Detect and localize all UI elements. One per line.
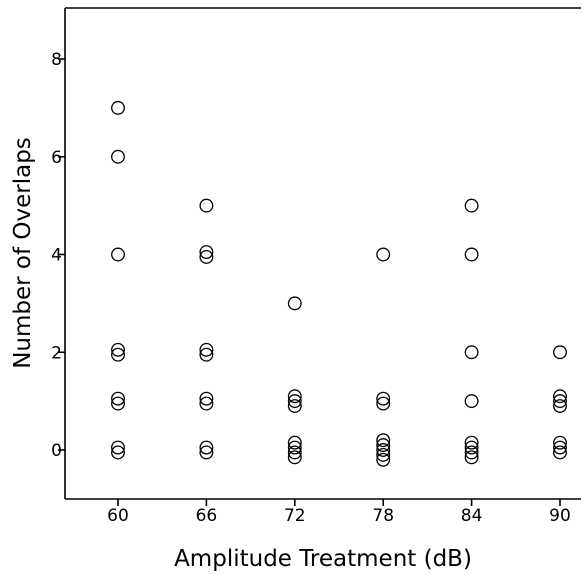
data-point (376, 433, 391, 448)
data-point (464, 445, 479, 460)
data-points (111, 100, 567, 467)
data-point (464, 394, 479, 409)
data-point (287, 296, 302, 311)
data-point (553, 440, 567, 455)
data-point (199, 440, 214, 455)
data-point (111, 396, 125, 411)
data-point (287, 394, 302, 409)
data-point (376, 391, 391, 406)
data-point (287, 435, 302, 450)
data-point (553, 435, 567, 450)
x-tick-label: 90 (549, 506, 571, 526)
x-axis-title: Amplitude Treatment (dB) (174, 546, 472, 572)
data-point (111, 342, 125, 357)
data-point (376, 452, 391, 467)
data-point (199, 347, 214, 362)
y-tick-label: 8 (51, 50, 62, 70)
data-point (553, 445, 567, 460)
data-point (553, 394, 567, 409)
data-point (199, 249, 214, 264)
x-tick-label: 78 (372, 506, 394, 526)
data-point (553, 399, 567, 413)
data-point (376, 447, 391, 462)
axis-ticks: 60 66 72 78 84 90 0 2 4 6 8 (51, 50, 571, 526)
data-point (111, 391, 125, 406)
data-point (199, 396, 214, 411)
data-point (464, 435, 479, 450)
data-point (111, 149, 125, 164)
data-point (464, 198, 479, 213)
data-point (287, 399, 302, 413)
data-point (376, 247, 391, 262)
data-point (111, 445, 125, 460)
data-point (111, 100, 125, 115)
data-point (199, 445, 214, 460)
data-point (111, 247, 125, 262)
data-point (553, 345, 567, 360)
plot-frame (64, 7, 581, 500)
data-point (199, 342, 214, 357)
y-tick-label: 2 (51, 343, 62, 363)
y-tick-label: 0 (51, 441, 62, 461)
data-point (287, 445, 302, 460)
x-tick-label: 84 (461, 506, 483, 526)
data-point (376, 438, 391, 453)
data-point (287, 389, 302, 404)
data-point (376, 443, 391, 457)
data-point (199, 245, 214, 260)
data-point (464, 440, 479, 455)
data-point (287, 440, 302, 455)
data-point (464, 345, 479, 360)
y-tick-label: 4 (51, 246, 62, 266)
data-point (464, 247, 479, 262)
data-point (111, 347, 125, 362)
x-tick-label: 60 (107, 506, 129, 526)
x-tick-label: 72 (284, 506, 306, 526)
data-point (199, 391, 214, 406)
data-point (111, 440, 125, 455)
y-axis-title: Number of Overlaps (10, 137, 36, 369)
data-point (376, 396, 391, 411)
data-point (553, 389, 567, 404)
data-point (199, 198, 214, 213)
y-tick-label: 6 (51, 148, 62, 168)
data-point (287, 450, 302, 465)
x-tick-label: 66 (196, 506, 218, 526)
data-point (464, 450, 479, 465)
